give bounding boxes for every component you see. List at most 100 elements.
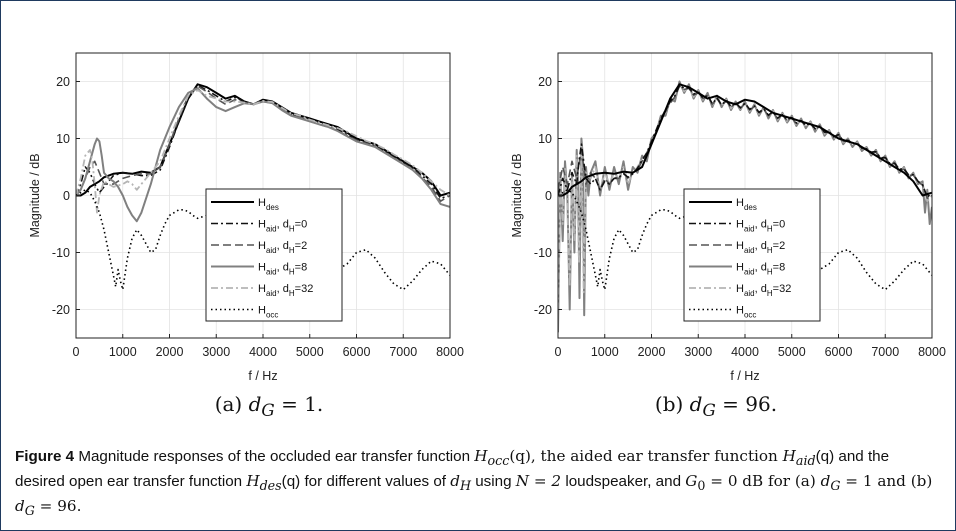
- panel-a-legend-label-1: Haid, dH=0: [258, 219, 307, 234]
- panel-a-xtick-label-6: 6000: [343, 345, 371, 359]
- panel-a-legend-rest-1: , d: [277, 219, 289, 231]
- panel-b-ytick-label-2: 0: [545, 189, 552, 203]
- panel-a-legend-sub2-1: H: [289, 225, 295, 234]
- subcaption-b-suffix: = 96.: [715, 392, 778, 416]
- panel-a-ytick-label-3: 10: [56, 132, 70, 146]
- panel-b-xtick-label-3: 3000: [684, 345, 712, 359]
- panel-a-xtick-label-7: 7000: [389, 345, 417, 359]
- caption-math-g: G: [685, 472, 698, 491]
- panel-a-legend-label-5: Hocc: [258, 305, 278, 320]
- panel-a-series-group: [76, 83, 450, 291]
- panel-b-legend-sub2-4: H: [767, 289, 773, 298]
- panel-b-chart: 0 1000 2000 3000 4000 5000 6000 7000 8000 -20 -10 0…: [510, 52, 946, 383]
- panel-a-xtick-label-2: 2000: [156, 345, 184, 359]
- panel-a-ytick-label-0: -20: [52, 303, 70, 317]
- panel-a-legend-tail-2: =2: [295, 240, 308, 252]
- panel-a-series-dashdot-lightgray-line: [76, 89, 450, 214]
- panel-a-ylabel: Magnitude / dB: [28, 153, 42, 237]
- panel-a-legend-box: [205, 188, 343, 322]
- subcaption-a-var: d: [248, 392, 262, 416]
- panel-a-legend-sub-2: aid: [266, 246, 277, 255]
- panel-b-legend-rest-3: , d: [755, 262, 767, 274]
- panel-a-legend-sub-1: aid: [266, 225, 277, 234]
- panel-a-chart: 0 1000 2000 3000 4000 5000 6000 7000 8000 -20 -10 0…: [28, 52, 464, 383]
- panel-a-legend-base-1: H: [258, 219, 266, 231]
- panel-a-legend-base-3: H: [258, 262, 266, 274]
- panel-b-xtick-label-4: 4000: [731, 345, 759, 359]
- subcaption-a-suffix: = 1.: [274, 392, 324, 416]
- panel-b-series-dotted-black-line: [558, 189, 932, 291]
- panel-a-series-dotted-black-line: [76, 189, 450, 291]
- panel-a-legend-tail-4: =32: [295, 283, 314, 295]
- panel-a-legend-tail-3: =8: [295, 262, 308, 274]
- panel-b-xtick-label-6: 6000: [825, 345, 853, 359]
- panel-b-legend-base-2: H: [736, 240, 744, 252]
- panel-a-legend-sub2-2: H: [289, 246, 295, 255]
- caption-sub-occ: occ: [487, 453, 510, 469]
- caption-text-2: (q) and the desired open ear transfer fu…: [15, 448, 890, 491]
- panel-a-legend-rest-4: , d: [277, 283, 289, 295]
- panel-a-legend-base-2: H: [258, 240, 266, 252]
- caption-math-d-h: d: [450, 472, 460, 491]
- panel-a-xtick-label-3: 3000: [202, 345, 230, 359]
- subcaption-b: (b) dG = 96.: [566, 392, 866, 420]
- panel-a-ytick-label-1: -10: [52, 246, 70, 260]
- panel-a-legend-sub2-4: H: [289, 289, 295, 298]
- caption-text-1: Magnitude responses of the occluded ear …: [78, 448, 475, 465]
- panel-a-legend-rest-2: , d: [277, 240, 289, 252]
- panel-b-legend-sub-5: occ: [744, 311, 756, 320]
- panel-b-ytick-label-3: 10: [538, 132, 552, 146]
- panel-b-legend-base-0: H: [736, 197, 744, 209]
- subcaption-b-sub: G: [702, 401, 716, 420]
- caption-arg-q-1: (q), the aided ear transfer function: [509, 447, 783, 465]
- caption-text-4: using: [471, 473, 516, 491]
- panel-a-legend-base-4: H: [258, 283, 266, 295]
- panel-a-legend-sub-4: aid: [266, 289, 277, 298]
- subcaption-b-var: d: [689, 392, 703, 416]
- panel-a-legend-tail-1: =0: [295, 219, 308, 231]
- panel-b-legend-sub-0: des: [744, 203, 757, 212]
- caption-text-3: (q) for different values of: [281, 473, 451, 491]
- panel-b-legend-label-0: Hdes: [736, 197, 757, 212]
- subcaption-a-prefix: (a): [214, 392, 249, 416]
- subcaption-a: (a) dG = 1.: [119, 392, 419, 420]
- panel-a-legend-label-4: Haid, dH=32: [258, 283, 313, 298]
- panel-a-series-solid-gray-line: [76, 87, 450, 223]
- panel-b-ytick-label-0: -20: [534, 303, 552, 317]
- panel-b-ytick-label-4: 20: [538, 75, 552, 89]
- panel-b-xtick-label-2: 2000: [638, 345, 666, 359]
- panel-b-legend-label-2: Haid, dH=2: [736, 240, 785, 255]
- caption-math-d-g-2: d: [15, 497, 25, 516]
- panel-b-legend-rest-4: , d: [755, 283, 767, 295]
- caption-sub-aid: aid: [795, 453, 816, 469]
- panel-b-legend-rest-1: , d: [755, 219, 767, 231]
- panel-b-legend-box: [683, 188, 821, 322]
- panel-b-legend-label-4: Haid, dH=32: [736, 283, 791, 298]
- panel-b-xtick-label-8: 8000: [918, 345, 946, 359]
- caption-text-5: loudspeaker, and: [561, 473, 686, 491]
- panel-b-legend-base-1: H: [736, 219, 744, 231]
- panel-a-xtick-label-8: 8000: [436, 345, 464, 359]
- panel-b-legend-sub-4: aid: [744, 289, 755, 298]
- caption-math-h-occ: H: [474, 447, 488, 465]
- panel-b-ytick-label-1: -10: [534, 246, 552, 260]
- panel-b-legend-label-5: Hocc: [736, 305, 756, 320]
- panel-a-xtick-label-0: 0: [73, 345, 80, 359]
- panel-b-legend-tail-3: =8: [773, 262, 786, 274]
- caption-math-h-aid: H: [782, 447, 796, 465]
- panel-b-series-solid-black-line: [558, 83, 932, 197]
- panel-b-legend-tail-1: =0: [773, 219, 786, 231]
- panel-a-xtick-label-1: 1000: [109, 345, 137, 359]
- subcaption-a-sub: G: [261, 401, 275, 420]
- panel-b-series-dashdot-black-line: [558, 84, 932, 198]
- panel-b-legend-tail-2: =2: [773, 240, 786, 252]
- caption-sub-g-2: G: [24, 503, 35, 519]
- caption-text-6: = 0 dB for (a): [705, 472, 821, 491]
- caption-sub-h: H: [459, 478, 472, 494]
- panel-b-legend-sub-1: aid: [744, 225, 755, 234]
- figure-caption: Figure 4 Magnitude responses of the occl…: [15, 446, 941, 521]
- caption-math-h-des: H: [246, 472, 260, 491]
- panel-a-legend-base-0: H: [258, 197, 266, 209]
- panel-a-legend-rest-3: , d: [277, 262, 289, 274]
- panel-b-xtick-label-5: 5000: [778, 345, 806, 359]
